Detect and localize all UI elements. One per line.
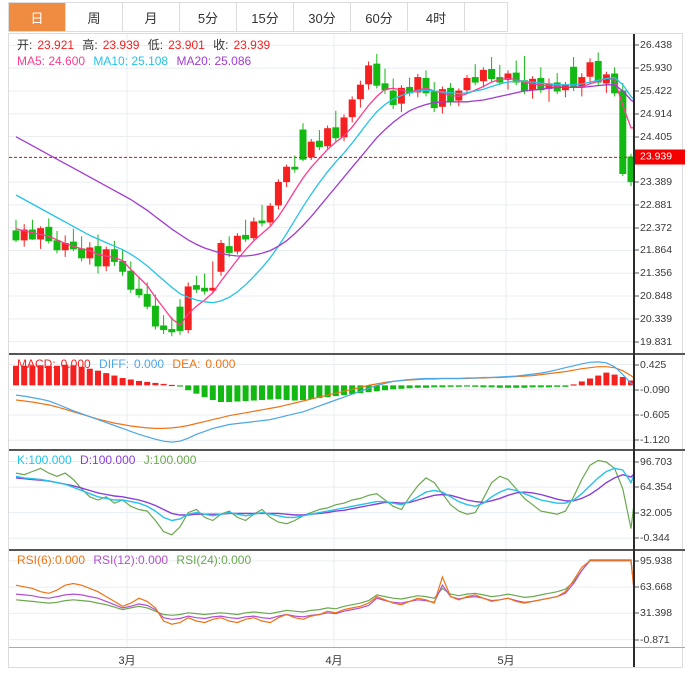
tab-30min[interactable]: 30分	[294, 3, 351, 31]
axis-label: -0.605	[640, 408, 670, 421]
macd-svg	[9, 355, 633, 449]
tab-week[interactable]: 周	[66, 3, 123, 31]
axis-label: 26.438	[640, 39, 673, 52]
axis-label: 95.938	[640, 554, 673, 567]
axis-tick	[635, 249, 639, 251]
axis-label: 22.881	[640, 198, 673, 211]
axis-label: 21.864	[640, 244, 673, 257]
axis-label: -0.090	[640, 383, 670, 396]
axis-label: 19.831	[640, 335, 673, 348]
tab-week-label: 周	[87, 10, 101, 26]
time-axis-corner	[635, 647, 685, 668]
period-tab-bar[interactable]: 日 周 月 5分 15分 30分 60分 4时	[8, 2, 508, 32]
axis-label: 20.339	[640, 312, 673, 325]
axis-label: 64.354	[640, 480, 673, 493]
axis-tick	[635, 586, 639, 588]
macd-axis: 0.425 -0.090 -0.605 -1.120	[635, 353, 685, 449]
value-axis-column: 26.438 25.930 25.422 24.914 24.405 23.389 22.8…	[633, 34, 685, 668]
axis-label: 0.425	[640, 358, 667, 371]
axis-tick	[635, 136, 639, 138]
axis-tick	[635, 67, 639, 69]
axis-tick	[635, 439, 639, 441]
axis-tick	[635, 295, 639, 297]
tab-15min-label: 15分	[251, 10, 279, 26]
plot-column: 开: 23.921 高: 23.939 低: 23.901 收: 23.939 MA5:…	[9, 34, 633, 667]
tab-60min-label: 60分	[365, 10, 393, 26]
axis-label: 20.848	[640, 289, 673, 302]
axis-label: 24.914	[640, 107, 673, 120]
time-axis-label: 3月	[118, 655, 136, 667]
axis-label: 22.372	[640, 221, 673, 234]
price-panel[interactable]: 开: 23.921 高: 23.939 低: 23.901 收: 23.939 MA5:…	[9, 34, 633, 353]
axis-tick	[635, 44, 639, 46]
axis-label: 32.005	[640, 506, 673, 519]
tab-30min-label: 30分	[308, 10, 336, 26]
axis-tick	[635, 414, 639, 416]
kdj-panel[interactable]: K:100.000 D:100.000 J:100.000	[9, 449, 633, 549]
kdj-svg	[9, 451, 633, 549]
tab-spacer	[465, 3, 507, 31]
tab-15min[interactable]: 15分	[237, 3, 294, 31]
axis-label: 31.398	[640, 607, 673, 620]
chart-frame: 开: 23.921 高: 23.939 低: 23.901 收: 23.939 MA5:…	[8, 33, 685, 668]
axis-label: 96.703	[640, 455, 673, 468]
axis-tick	[635, 512, 639, 514]
axis-tick	[635, 461, 639, 462]
time-axis-label: 5月	[497, 655, 515, 667]
axis-label: 23.389	[640, 175, 673, 188]
axis-label: 63.668	[640, 580, 673, 593]
tab-60min[interactable]: 60分	[351, 3, 408, 31]
axis-label: 25.930	[640, 61, 673, 74]
axis-tick	[635, 389, 639, 391]
axis-tick	[635, 639, 639, 641]
time-axis-panel: 3月 4月 5月	[9, 647, 633, 668]
rsi-svg	[9, 551, 633, 647]
axis-label: -0.871	[640, 633, 670, 646]
tab-4hour-label: 4时	[425, 10, 447, 26]
tab-day-label: 日	[30, 10, 44, 26]
axis-tick	[635, 113, 639, 115]
tab-day[interactable]: 日	[9, 3, 66, 31]
time-axis-label: 4月	[325, 655, 343, 667]
tab-month[interactable]: 月	[123, 3, 180, 31]
axis-tick	[635, 90, 639, 92]
tab-5min-label: 5分	[197, 10, 219, 26]
tab-month-label: 月	[144, 10, 158, 26]
axis-tick	[635, 204, 639, 206]
axis-label: 25.422	[640, 84, 673, 97]
axis-tick	[635, 612, 639, 614]
axis-tick	[635, 341, 639, 343]
tab-5min[interactable]: 5分	[180, 3, 237, 31]
macd-panel[interactable]: MACD: 0.000 DIFF: 0.000 DEA: 0.000	[9, 353, 633, 449]
axis-tick	[635, 272, 639, 274]
axis-label: -0.344	[640, 531, 670, 544]
axis-tick	[635, 486, 639, 488]
tab-4hour[interactable]: 4时	[408, 3, 465, 31]
axis-tick	[635, 364, 639, 366]
axis-label: 24.405	[640, 130, 673, 143]
axis-tick	[635, 560, 639, 562]
price-axis: 26.438 25.930 25.422 24.914 24.405 23.389 22.8…	[635, 34, 685, 353]
axis-tick	[635, 537, 639, 539]
axis-tick	[635, 318, 639, 320]
rsi-panel[interactable]: RSI(6):0.000 RSI(12):0.000 RSI(24):0.000	[9, 549, 633, 647]
kdj-axis: 96.703 64.354 32.005 -0.344	[635, 449, 685, 549]
rsi-axis: 95.938 63.668 31.398 -0.871	[635, 549, 685, 647]
current-price-tag: 23.939	[635, 149, 685, 165]
axis-tick	[635, 181, 639, 183]
axis-tick	[635, 227, 639, 229]
axis-label: -1.120	[640, 433, 670, 446]
axis-label: 21.356	[640, 266, 673, 279]
price-candlestick-svg	[9, 34, 633, 353]
